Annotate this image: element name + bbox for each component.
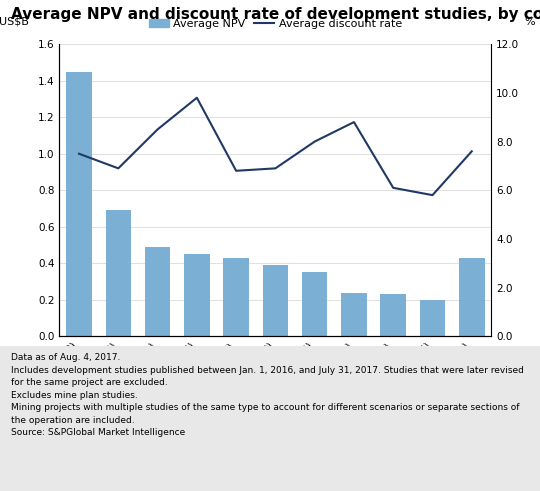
Bar [66,72,92,336]
Bar [420,300,446,336]
Bar [145,247,170,336]
Text: Average NPV and discount rate of development studies, by country: Average NPV and discount rate of develop… [11,7,540,23]
X-axis label: Country (number of studies): Country (number of studies) [187,426,364,436]
Bar [105,210,131,336]
Bar [381,294,406,336]
Bar [341,293,367,336]
Bar [302,273,327,336]
Bar [262,265,288,336]
Bar [459,258,484,336]
Bar [184,254,210,336]
Legend: Average NPV, Average discount rate: Average NPV, Average discount rate [144,15,407,33]
Text: %: % [524,17,535,27]
Text: US$B: US$B [0,17,29,27]
Text: Data as of Aug. 4, 2017.
Includes development studies published between Jan. 1, : Data as of Aug. 4, 2017. Includes develo… [11,354,524,437]
Bar [224,258,249,336]
